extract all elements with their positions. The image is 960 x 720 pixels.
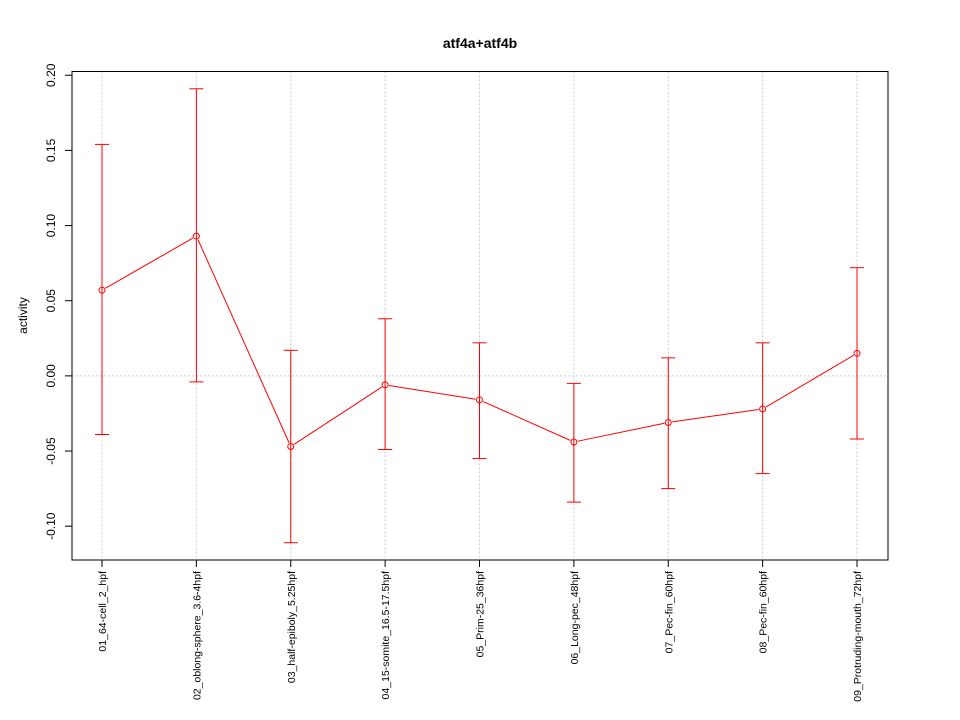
data-point	[381, 381, 389, 389]
x-tick-label: 01_64-cell_2_hpf	[97, 571, 109, 652]
y-tick-label: 0.20	[44, 63, 58, 87]
x-tick-label: 04_15-somite_16.5-17.5hpf	[380, 571, 392, 700]
chart-title: atf4a+atf4b	[443, 35, 517, 51]
y-tick-label: -0.10	[44, 512, 58, 540]
grid	[72, 71, 888, 560]
y-tick-label: -0.05	[44, 437, 58, 465]
y-tick-label: 0.15	[44, 138, 58, 162]
data-point	[98, 286, 106, 294]
data-point	[287, 443, 295, 451]
plot-frame	[71, 71, 889, 561]
x-tick-label: 07_Pec-fin_60hpf	[663, 571, 675, 653]
series-line-segment	[765, 354, 854, 408]
data-point	[853, 349, 861, 357]
x-tick-label: 03_half-epiboly_5.25hpf	[286, 571, 298, 683]
series-line-segment	[293, 386, 383, 445]
x-tick-label: 09_Protruding-mouth_72hpf	[852, 571, 864, 702]
series-line-segment	[577, 422, 665, 442]
y-tick-label: 0.00	[44, 364, 58, 388]
series-line-segment	[482, 401, 571, 441]
data-point	[192, 232, 200, 240]
x-tick-label: 06_Long-pec_48hpf	[569, 571, 581, 665]
data-point	[759, 405, 767, 413]
series	[95, 88, 864, 544]
x-tick-label: 08_Pec-fin_60hpf	[758, 571, 770, 653]
axes: -0.10 -0.05 0.00 0.05 0.10 0.15 0.20 01_64-cell…	[44, 63, 864, 702]
y-tick-label: 0.05	[44, 289, 58, 313]
series-line-segment	[672, 409, 759, 423]
x-tick-label: 02_oblong-sphere_3.6-4hpf	[191, 571, 203, 700]
x-tick-label: 05_Prim-25_36hpf	[475, 571, 487, 657]
y-tick-label: 0.10	[44, 214, 58, 238]
series-line-segment	[388, 385, 476, 400]
data-point	[570, 438, 578, 446]
series-line-segment	[197, 239, 290, 444]
series-line-segment	[105, 237, 194, 289]
data-point	[476, 396, 483, 404]
y-axis-title: activity	[16, 297, 30, 334]
data-point	[664, 418, 672, 426]
